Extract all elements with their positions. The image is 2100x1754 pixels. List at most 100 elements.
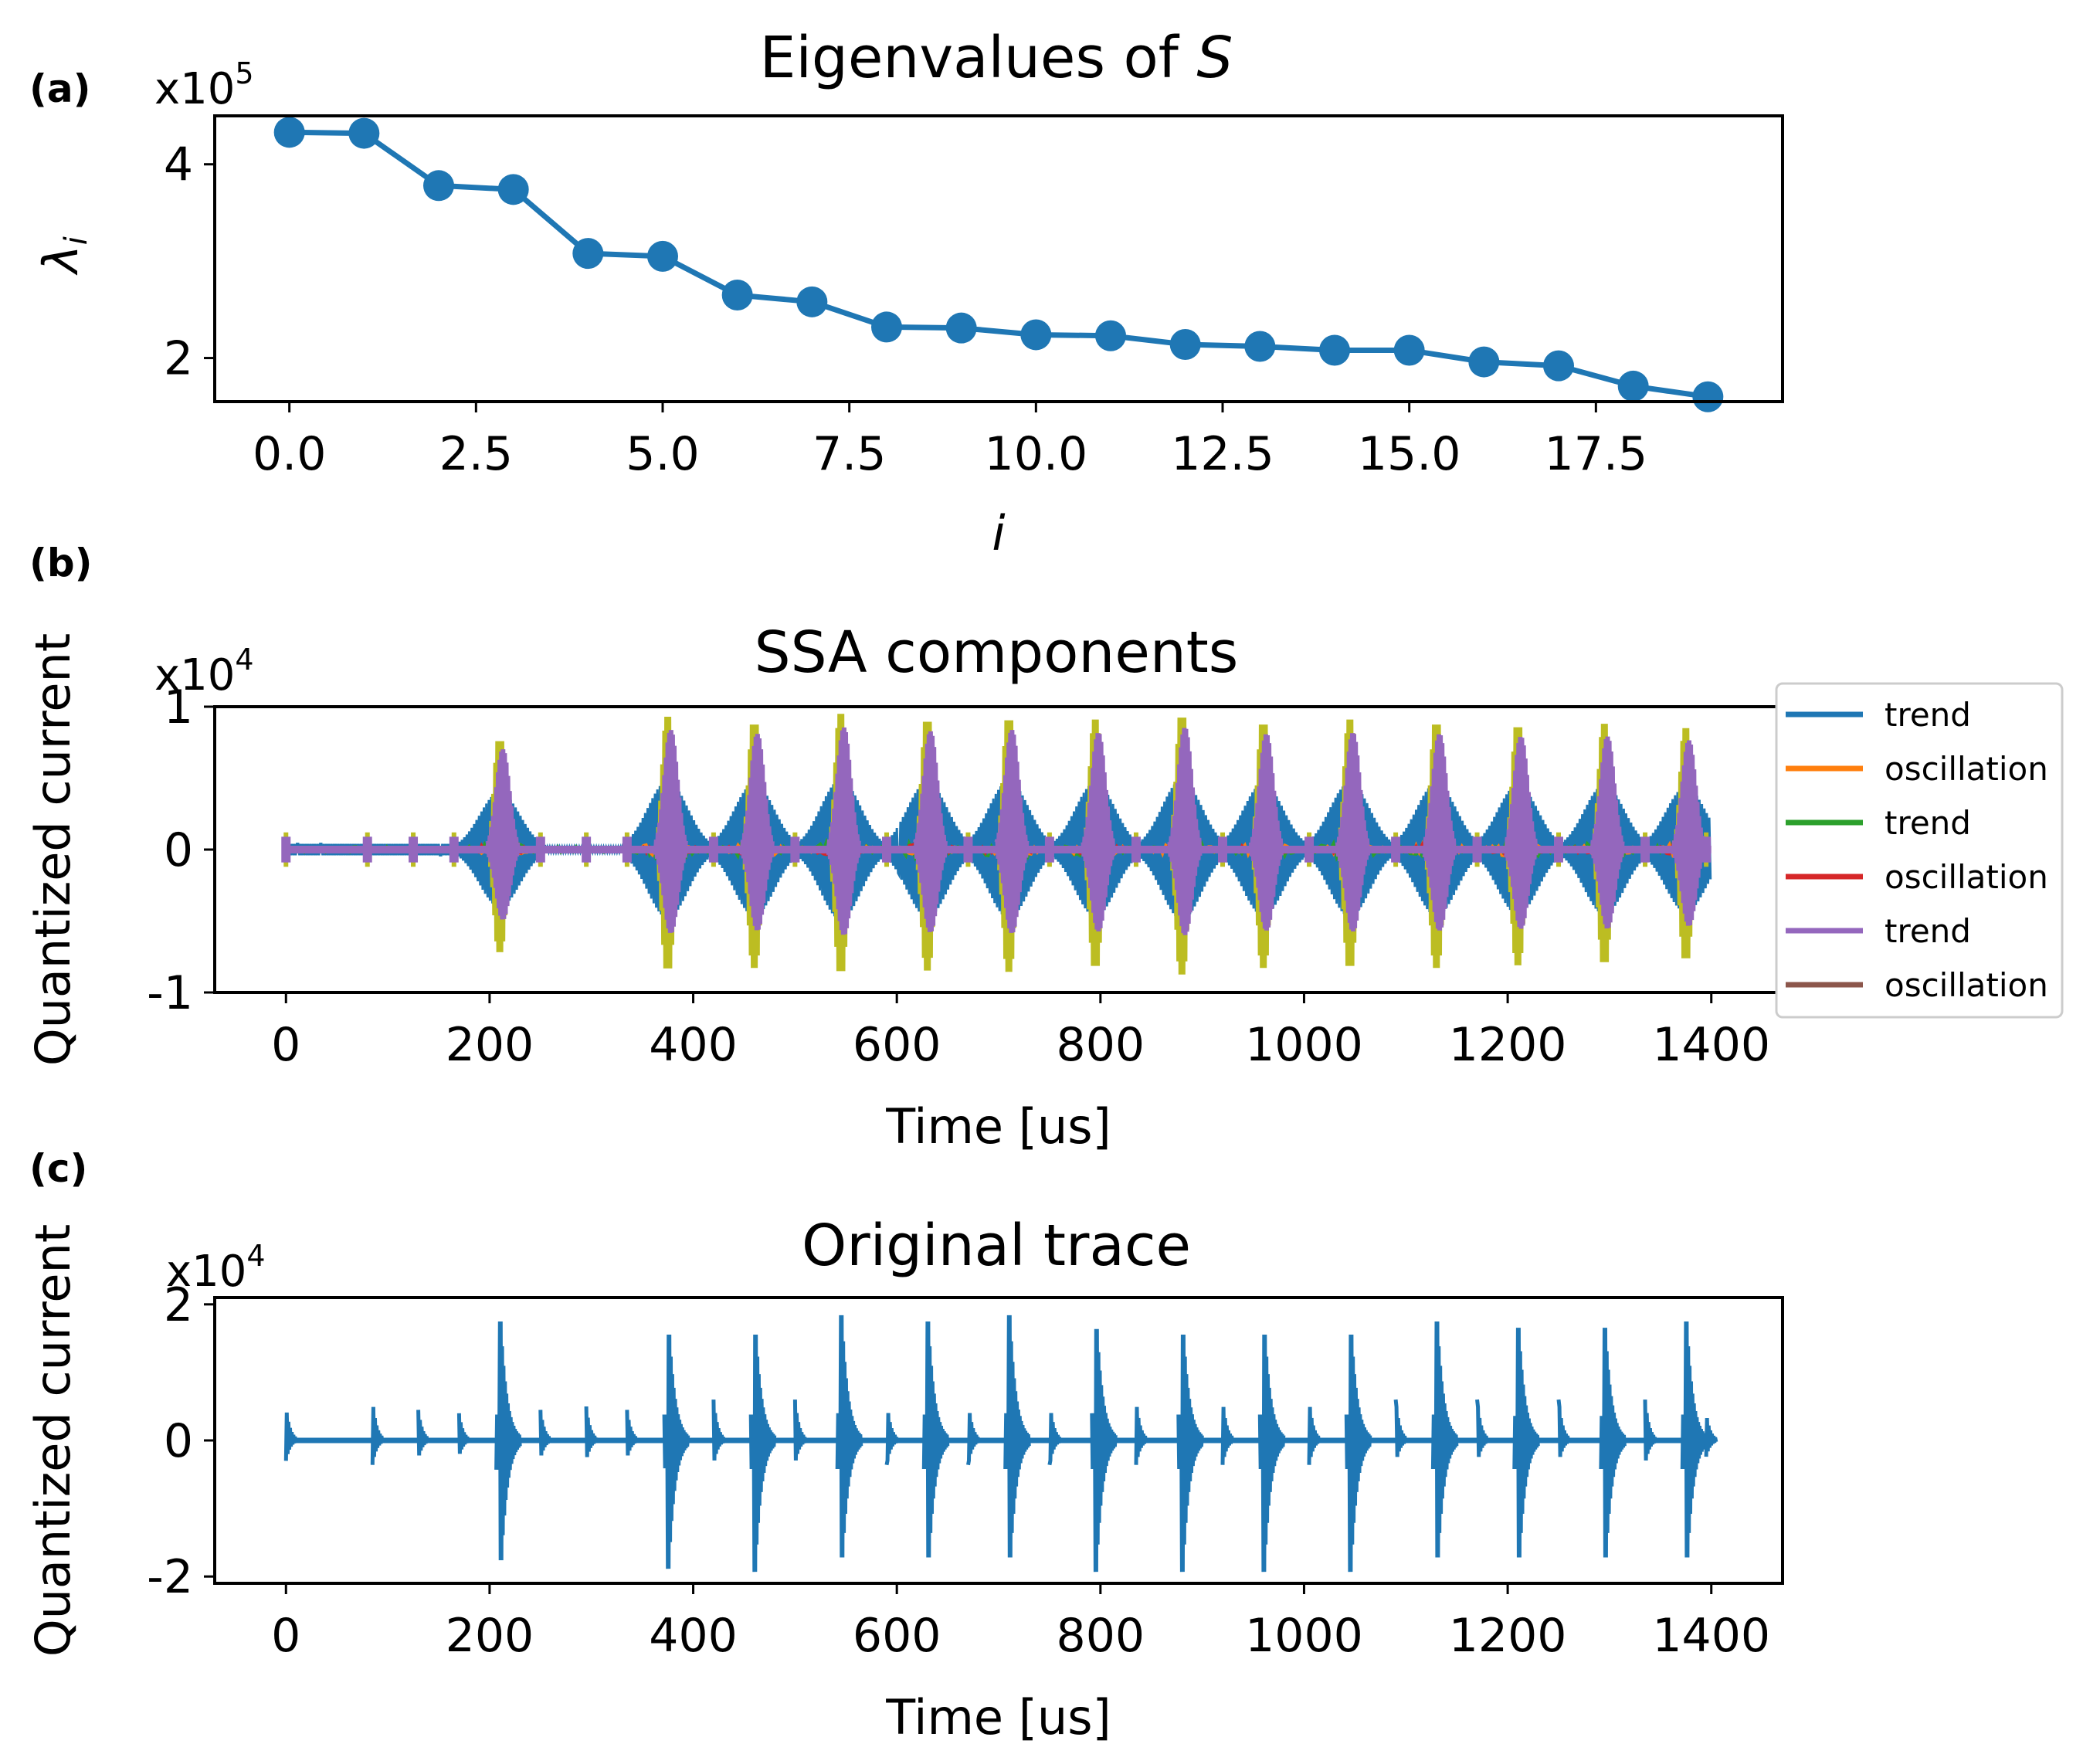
eigenvalue-point — [1020, 319, 1052, 351]
eigenvalue-point — [1692, 381, 1724, 412]
panel-c-y-label: Quantized current — [25, 1224, 81, 1657]
eigenvalue-point — [497, 174, 529, 205]
trace-small-burst — [884, 1413, 899, 1466]
panel-c-plot-area — [283, 1315, 1718, 1572]
purple-burst — [1335, 733, 1370, 932]
eigenvalue-point — [945, 312, 977, 344]
panel-b-title: SSA components — [755, 619, 1239, 686]
trace-small-burst — [538, 1410, 552, 1456]
trace-burst — [1430, 1321, 1459, 1558]
panel-c-x-tick-label: 200 — [446, 1609, 534, 1663]
trace-burst — [1257, 1334, 1286, 1572]
trace-burst — [1176, 1334, 1204, 1572]
trace-burst — [662, 1334, 690, 1569]
panel-b-x-ticks: 0 200 400 600 800 1000 1200 1400 — [271, 992, 1770, 1072]
legend-label: oscillation — [1885, 966, 2048, 1004]
purple-burst — [739, 734, 775, 931]
eigenvalue-point — [796, 286, 828, 317]
panel-b-y-multiplier: x104 — [154, 643, 254, 701]
trace-small-burst — [1643, 1399, 1657, 1461]
trace-small-burst — [1556, 1399, 1571, 1457]
trace-small-burst — [1704, 1418, 1718, 1457]
panel-a-y-ticks: 24 — [164, 138, 215, 386]
purple-burst — [1503, 737, 1539, 929]
trace-small-burst — [792, 1399, 807, 1461]
eigenvalue-point — [273, 117, 305, 148]
panel-b-legend: trend oscillation trend oscillation trend osc… — [1775, 682, 2064, 1019]
panel-c-y-multiplier: x104 — [166, 1239, 266, 1297]
panel-a-x-tick-label: 2.5 — [439, 427, 513, 481]
panel-b-x-label: Time [us] — [885, 1098, 1111, 1155]
purple-burst — [913, 731, 948, 932]
panel-a-x-tick-label: 17.5 — [1545, 427, 1648, 481]
eigenvalue-point — [1393, 334, 1425, 366]
trace-burst — [1003, 1315, 1031, 1558]
panel-b-y-tick-label: 1 — [164, 680, 193, 735]
purple-burst — [653, 730, 688, 933]
panel-b-y-label: Quantized current — [25, 633, 81, 1066]
eigenvalue-point — [1244, 331, 1276, 362]
panel-a-title: Eigenvalues of S — [760, 25, 1233, 91]
trace-small-burst — [1307, 1406, 1321, 1465]
panel-c-y-tick-label: 2 — [164, 1278, 193, 1332]
panel-b-clip — [281, 714, 1712, 975]
panel-a-x-tick-label: 15.0 — [1358, 427, 1461, 481]
trace-burst — [1090, 1328, 1118, 1572]
panel-a-x-tick-label: 5.0 — [626, 427, 699, 481]
panel-a-plot-area — [273, 117, 1724, 412]
eigenvalue-point — [1169, 329, 1201, 360]
trace-burst — [921, 1321, 950, 1558]
panel-c-y-ticks: -2 0 2 — [147, 1278, 215, 1604]
panel-c-x-tick-label: 800 — [1057, 1609, 1145, 1663]
panel-b-x-tick-label: 600 — [853, 1018, 941, 1072]
trace-small-burst — [711, 1399, 726, 1461]
panel-b-x-tick-label: 800 — [1057, 1018, 1145, 1072]
eigenvalue-point — [1617, 370, 1649, 402]
eigenvalue-point — [871, 311, 902, 343]
panel-a-y-tick-label: 4 — [164, 138, 193, 192]
panel-a-y-tick-label: 2 — [164, 332, 193, 386]
trace-small-burst — [416, 1410, 430, 1456]
purple-burst — [1422, 734, 1457, 931]
panel-c-x-tick-label: 1000 — [1245, 1609, 1363, 1663]
panel-c: (c) Original trace x104 0 200 400 600 800 100… — [25, 1146, 1784, 1746]
panel-b-label: (b) — [29, 541, 93, 585]
legend-label: oscillation — [1885, 750, 2048, 788]
panel-a-frame — [213, 114, 1784, 403]
trace-small-burst — [283, 1412, 298, 1461]
eigenvalue-point — [1095, 320, 1126, 351]
trace-burst — [494, 1321, 522, 1561]
purple-burst — [826, 727, 861, 935]
panel-c-x-label: Time [us] — [885, 1689, 1111, 1746]
trace-burst — [835, 1315, 863, 1558]
legend-label: trend — [1885, 912, 1971, 950]
panel-a: (a) Eigenvalues of S x105 0.0 2.5 5.0 7.5 10… — [29, 25, 1784, 561]
eigenvalue-point — [423, 170, 454, 202]
eigenvalue-point — [1319, 334, 1350, 366]
eigenvalue-point — [647, 240, 678, 272]
purple-burst — [1589, 736, 1625, 929]
trace-small-burst — [456, 1413, 471, 1454]
trace-small-burst — [1220, 1406, 1235, 1465]
trace-small-burst — [1475, 1399, 1489, 1457]
trace-small-burst — [1047, 1413, 1062, 1466]
panel-c-title: Original trace — [802, 1213, 1191, 1279]
legend-label: oscillation — [1885, 858, 2048, 896]
eigenvalue-point — [721, 280, 753, 311]
eigenvalue-point — [1543, 350, 1574, 382]
panel-c-x-tick-label: 400 — [649, 1609, 738, 1663]
panel-a-x-tick-label: 12.5 — [1171, 427, 1274, 481]
purple-burst — [1671, 740, 1706, 926]
panel-c-y-tick-label: 0 — [164, 1414, 193, 1468]
legend-label: trend — [1885, 696, 1971, 734]
panel-c-clip — [283, 1315, 1718, 1572]
panel-b-x-tick-label: 1000 — [1245, 1018, 1363, 1072]
panel-a-label: (a) — [29, 66, 90, 111]
panel-b-x-tick-label: 0 — [271, 1018, 300, 1072]
trace-burst — [748, 1334, 777, 1572]
panel-c-y-tick-label: -2 — [147, 1550, 193, 1604]
trace-small-burst — [1134, 1406, 1148, 1465]
panel-b-x-tick-label: 400 — [649, 1018, 738, 1072]
panel-a-x-tick-label: 10.0 — [985, 427, 1088, 481]
